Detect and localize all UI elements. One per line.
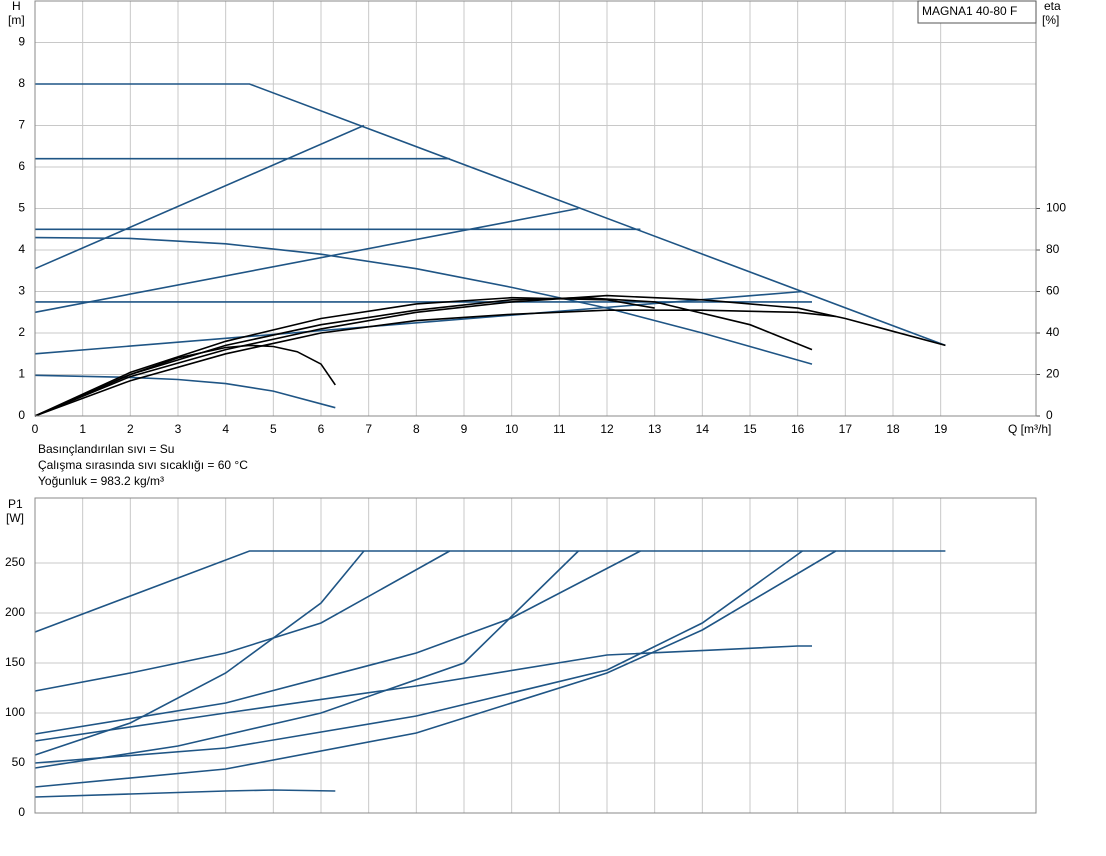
curve [34, 550, 837, 788]
x-tick-label: 16 [791, 422, 805, 436]
curve [34, 550, 365, 756]
x-tick-label: 11 [553, 422, 566, 436]
curve [34, 789, 336, 798]
curve [34, 550, 579, 769]
note: Çalışma sırasında sıvı sıcaklığı = 60 °C [38, 458, 248, 472]
y-tick-label: 50 [12, 755, 26, 769]
y-label: P1 [8, 497, 23, 511]
x-tick-label: 8 [413, 422, 420, 436]
y-tick-label: 5 [18, 201, 25, 215]
y-tick-label: 1 [18, 367, 25, 381]
curve [34, 296, 813, 417]
curve [34, 550, 946, 633]
x-tick-label: 7 [365, 422, 372, 436]
curve [34, 309, 836, 417]
curve [34, 550, 803, 764]
y2-tick-label: 0 [1046, 408, 1053, 422]
y-tick-label: 0 [18, 408, 25, 422]
x-tick-label: 12 [600, 422, 614, 436]
y2-tick-label: 60 [1046, 284, 1060, 298]
curve [34, 645, 812, 742]
x-tick-label: 5 [270, 422, 277, 436]
x-tick-label: 0 [32, 422, 39, 436]
curve [34, 550, 641, 735]
x-tick-label: 14 [696, 422, 710, 436]
curve [34, 550, 451, 692]
curve [34, 296, 655, 417]
x-tick-label: 4 [222, 422, 229, 436]
plot-frame [34, 497, 1037, 814]
x-tick-label: 10 [505, 422, 519, 436]
y2-tick-label: 80 [1046, 242, 1060, 256]
y-tick-label: 250 [5, 555, 25, 569]
x-label: Q [m³/h] [1008, 422, 1051, 436]
y-tick-label: 8 [18, 76, 25, 90]
y-tick-label: 4 [18, 242, 25, 256]
x-tick-label: 6 [318, 422, 325, 436]
y-label: H [12, 0, 21, 13]
y-tick-label: 7 [18, 118, 25, 132]
y-tick-label: 3 [18, 284, 25, 298]
y-tick-label: 9 [18, 35, 25, 49]
y-unit: [m] [8, 13, 25, 27]
note: Basınçlandırılan sıvı = Su [38, 442, 174, 456]
x-tick-label: 1 [79, 422, 86, 436]
y2-tick-label: 40 [1046, 325, 1060, 339]
x-tick-label: 9 [461, 422, 468, 436]
curve [34, 207, 579, 314]
x-tick-label: 17 [839, 422, 853, 436]
y2-unit: [%] [1042, 13, 1059, 27]
y2-label: eta [1044, 0, 1061, 13]
chart-title: MAGNA1 40-80 F [922, 4, 1017, 18]
title-box [917, 0, 1037, 24]
x-tick-label: 15 [743, 422, 757, 436]
y-tick-label: 0 [18, 805, 25, 819]
curve [34, 236, 813, 365]
y2-tick-label: 100 [1046, 201, 1066, 215]
x-tick-label: 19 [934, 422, 948, 436]
y2-tick-label: 20 [1046, 367, 1060, 381]
y-unit: [W] [6, 511, 24, 525]
curve [34, 374, 336, 409]
curve [34, 294, 946, 417]
y-tick-label: 6 [18, 159, 25, 173]
note: Yoğunluk = 983.2 kg/m³ [38, 474, 164, 488]
y-tick-label: 2 [18, 325, 25, 339]
x-tick-label: 2 [127, 422, 134, 436]
y-tick-label: 200 [5, 605, 25, 619]
curve [34, 290, 803, 355]
curve [35, 83, 946, 347]
x-tick-label: 3 [175, 422, 182, 436]
curve [34, 124, 365, 270]
y-tick-label: 150 [5, 655, 25, 669]
y-tick-label: 100 [5, 705, 25, 719]
x-tick-label: 13 [648, 422, 662, 436]
x-tick-label: 18 [886, 422, 900, 436]
plot-frame [34, 0, 1037, 417]
